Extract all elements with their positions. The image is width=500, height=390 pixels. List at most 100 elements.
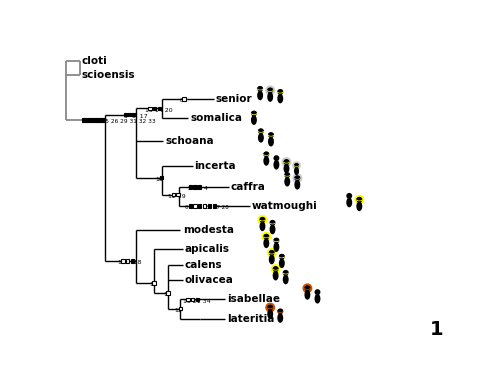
Bar [148,107,152,110]
Ellipse shape [260,217,266,223]
Ellipse shape [267,92,273,102]
Ellipse shape [264,151,270,157]
Ellipse shape [294,163,299,168]
Ellipse shape [284,159,290,165]
Ellipse shape [270,220,276,223]
Bar [94,118,97,122]
Ellipse shape [267,309,273,319]
Ellipse shape [272,266,278,272]
Text: lateritia: lateritia [227,314,274,324]
Text: 16 21 34: 16 21 34 [182,299,210,303]
Ellipse shape [274,238,279,241]
Bar [96,118,100,122]
Ellipse shape [284,172,290,178]
Ellipse shape [278,309,283,312]
Bar [128,113,132,116]
Ellipse shape [257,88,264,90]
Bar [124,113,128,116]
Ellipse shape [266,86,274,95]
Text: 1: 1 [430,321,444,339]
Ellipse shape [284,174,290,177]
Text: 15 21 25 26 29 31 32 33: 15 21 25 26 29 31 32 33 [84,119,156,124]
Ellipse shape [257,90,263,100]
Text: somalica: somalica [190,113,242,123]
Text: isabellae: isabellae [227,294,280,304]
Ellipse shape [279,254,285,260]
Bar [198,185,202,189]
Ellipse shape [274,242,280,252]
Ellipse shape [293,162,300,169]
Ellipse shape [270,222,276,224]
Text: senior: senior [216,94,252,104]
Text: olivacea: olivacea [184,275,233,285]
Text: watmoughi: watmoughi [252,201,318,211]
Bar [90,118,94,122]
Ellipse shape [284,173,290,176]
Ellipse shape [268,132,274,138]
Bar [186,298,190,301]
Ellipse shape [272,268,279,271]
Ellipse shape [274,240,280,242]
Ellipse shape [258,128,264,134]
Text: incerta: incerta [194,161,236,171]
Text: 0  1  7  8  27 28: 0 1 7 8 27 28 [185,206,228,211]
Ellipse shape [268,134,274,136]
Ellipse shape [284,164,290,174]
Text: 8: 8 [180,98,184,103]
Ellipse shape [278,89,283,95]
Ellipse shape [263,236,270,238]
Ellipse shape [346,197,352,207]
Ellipse shape [260,222,266,231]
Text: caffra: caffra [230,182,266,192]
Ellipse shape [277,91,283,93]
Bar [126,259,130,262]
Ellipse shape [282,275,288,284]
Ellipse shape [268,248,276,257]
Ellipse shape [270,225,276,234]
Ellipse shape [267,307,274,309]
Bar [158,107,161,110]
Ellipse shape [279,254,284,257]
Ellipse shape [264,238,270,248]
Ellipse shape [304,286,310,289]
Bar [166,291,170,295]
Ellipse shape [282,272,289,274]
Ellipse shape [268,136,274,147]
Ellipse shape [274,238,280,243]
Bar [82,118,86,122]
Ellipse shape [267,87,273,93]
Ellipse shape [273,267,278,270]
Ellipse shape [269,250,274,254]
Bar [88,118,92,122]
Bar [191,298,194,301]
Text: modesta: modesta [182,225,234,235]
Ellipse shape [272,265,280,273]
Ellipse shape [258,130,264,133]
Bar [172,193,175,197]
Ellipse shape [356,197,362,200]
Ellipse shape [263,154,270,156]
Bar [121,259,124,262]
Text: 12 19: 12 19 [168,194,186,199]
Text: 5  6  17: 5 6 17 [124,114,148,119]
Text: schoana: schoana [166,136,214,146]
Bar [198,204,202,208]
Text: 1  8  18: 1 8 18 [118,260,142,265]
Text: apicalis: apicalis [184,243,229,254]
Ellipse shape [304,290,310,300]
Ellipse shape [256,85,264,93]
Ellipse shape [294,167,299,175]
Text: 12: 12 [174,308,182,313]
Ellipse shape [294,165,299,167]
Ellipse shape [274,155,280,161]
Bar [188,185,192,189]
Bar [196,298,199,301]
Bar [152,282,156,285]
Ellipse shape [251,115,257,125]
Ellipse shape [283,271,288,274]
Ellipse shape [260,219,266,221]
Ellipse shape [304,285,310,291]
Ellipse shape [356,201,362,211]
Ellipse shape [268,88,273,91]
Ellipse shape [293,174,302,183]
